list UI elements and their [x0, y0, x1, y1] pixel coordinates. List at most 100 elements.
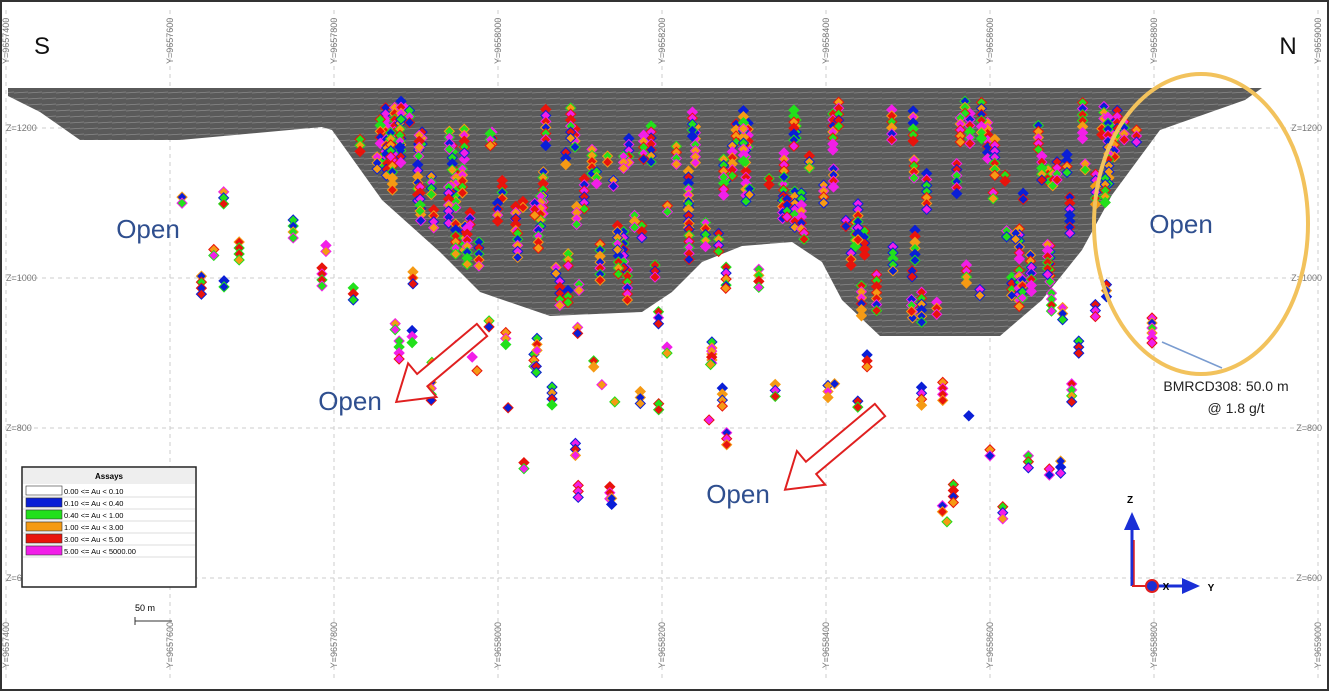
y-axis-label: Y=9658000: [493, 622, 503, 668]
sample: [670, 158, 683, 171]
z-axis-label: Z=600: [6, 573, 32, 583]
drill-samples: [176, 95, 1158, 528]
sample: [456, 187, 469, 199]
sample: [1079, 164, 1091, 176]
sample: [601, 156, 614, 168]
z-axis-label: Z=1200: [1291, 123, 1322, 133]
sample: [529, 209, 541, 222]
y-axis-label: Y=9658200: [657, 622, 667, 668]
sample: [987, 192, 999, 205]
z-axis-label: Z=800: [1296, 423, 1322, 433]
sample: [218, 281, 230, 293]
sample: [427, 222, 440, 234]
sample: [596, 379, 608, 391]
sample: [530, 366, 542, 379]
sample: [920, 203, 933, 216]
sample: [473, 260, 485, 272]
legend-swatch: [25, 509, 63, 520]
sample: [852, 401, 864, 413]
annotation-leader: [1161, 341, 1223, 369]
sample: [661, 347, 673, 359]
sample: [999, 175, 1011, 187]
sample: [491, 215, 504, 227]
sample: [855, 310, 868, 322]
y-axis-label: Y=9658400: [821, 622, 831, 668]
sample: [689, 157, 702, 169]
y-axis-label: Y=9658800: [1149, 18, 1159, 64]
sample: [1016, 292, 1029, 304]
sample: [686, 130, 699, 142]
sample: [471, 365, 483, 377]
sample: [954, 136, 967, 148]
sample: [287, 232, 299, 244]
sample: [937, 394, 949, 407]
sample: [827, 144, 839, 156]
y-axis-label: Y=9657600: [165, 18, 175, 64]
sample: [532, 242, 545, 254]
legend-label: 0.10 <= Au < 0.40: [64, 499, 123, 508]
sample: [1051, 174, 1063, 186]
labels: Y=9657400 Y=9657400 Y=9657600 Y=9657600 Y=96…: [1, 18, 1323, 669]
sample: [1041, 268, 1054, 281]
sample: [636, 231, 648, 244]
sample: [483, 321, 495, 333]
sample: [347, 294, 359, 306]
sample: [828, 378, 841, 390]
sample: [975, 132, 988, 145]
sample: [446, 164, 458, 176]
sample: [407, 278, 419, 290]
sample: [984, 450, 996, 462]
sample: [594, 274, 606, 286]
sample: [573, 284, 585, 297]
y-axis-label: Y=9659000: [1313, 18, 1323, 64]
sample: [571, 327, 584, 340]
sample: [798, 233, 810, 245]
sample: [461, 258, 473, 270]
legend-swatch: [25, 521, 63, 532]
sample: [931, 308, 943, 320]
sample: [720, 439, 733, 451]
sample: [443, 143, 456, 155]
legend-header: [23, 468, 195, 484]
sample: [1146, 337, 1158, 349]
sample: [406, 336, 418, 349]
sample: [590, 177, 603, 190]
legend-label: 3.00 <= Au < 5.00: [64, 535, 123, 544]
sample: [1056, 313, 1069, 326]
sample: [609, 396, 621, 408]
open-label: Open: [706, 479, 770, 509]
sample: [1009, 233, 1022, 245]
sample: [1099, 196, 1111, 209]
sample: [788, 140, 800, 152]
legend-swatch: [25, 545, 63, 556]
sample: [909, 254, 921, 267]
sample: [720, 282, 732, 294]
sample: [1130, 136, 1143, 148]
sample: [588, 361, 600, 373]
y-axis-label: Y=9657800: [329, 18, 339, 64]
sample: [413, 141, 425, 154]
sample: [1043, 469, 1056, 481]
sample: [500, 338, 512, 351]
sample: [652, 318, 665, 330]
sample: [908, 172, 920, 184]
sample: [951, 187, 963, 200]
legend-swatch: [25, 485, 63, 496]
sample: [907, 135, 919, 147]
sample: [570, 218, 583, 231]
sample: [703, 414, 715, 426]
sample: [1065, 396, 1078, 408]
sample: [1076, 132, 1089, 145]
sample: [562, 296, 574, 309]
sample: [393, 353, 405, 365]
sample: [1036, 174, 1048, 186]
sample: [781, 211, 793, 223]
y-axis-label: Y=9659000: [1313, 622, 1323, 668]
sample: [1118, 134, 1130, 146]
sample: [637, 153, 650, 165]
sample: [858, 249, 871, 261]
sample: [886, 134, 898, 146]
sample: [195, 288, 208, 300]
sample: [621, 294, 634, 306]
sample: [712, 245, 725, 258]
